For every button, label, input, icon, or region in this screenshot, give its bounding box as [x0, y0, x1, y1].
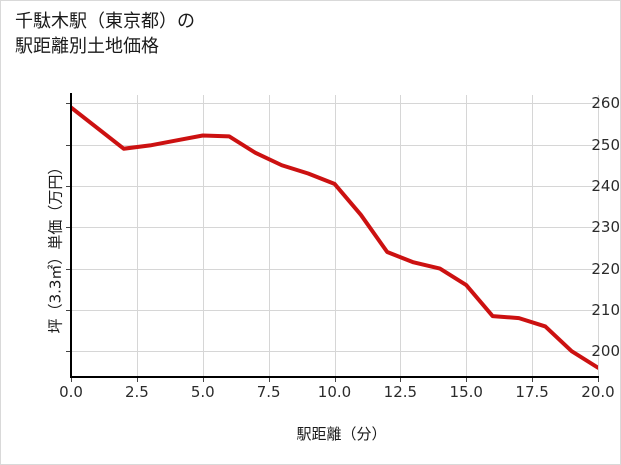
y-tick-mark	[66, 144, 70, 146]
gridline-vertical	[400, 95, 402, 376]
y-axis-spine	[70, 93, 72, 378]
x-tick-label: 17.5	[515, 383, 549, 401]
x-tick-mark	[400, 378, 402, 382]
gridline-vertical	[334, 95, 336, 376]
x-tick-label: 0.0	[59, 383, 83, 401]
x-tick-label: 20.0	[581, 383, 615, 401]
gridline-vertical	[532, 95, 534, 376]
x-tick-mark	[532, 378, 534, 382]
line-series-plot	[71, 105, 598, 370]
y-tick-label: 250	[591, 135, 620, 154]
x-tick-label: 5.0	[190, 383, 215, 401]
y-tick-label: 260	[591, 94, 620, 113]
gridline-vertical	[598, 95, 599, 376]
y-tick-label: 210	[591, 300, 620, 319]
y-axis-label: 坪（3.3㎡）単価（万円）	[46, 159, 65, 334]
y-tick-mark	[66, 185, 70, 187]
y-tick-label: 230	[591, 218, 620, 237]
y-tick-mark	[66, 351, 70, 353]
x-tick-mark	[466, 378, 468, 382]
line-series-path	[71, 105, 598, 370]
x-tick-mark	[598, 378, 599, 382]
gridline-vertical	[202, 95, 204, 376]
x-tick-mark	[268, 378, 270, 382]
x-tick-mark	[136, 378, 138, 382]
x-tick-mark	[334, 378, 336, 382]
x-tick-mark	[71, 378, 72, 382]
gridline-vertical	[268, 95, 270, 376]
gridline-vertical	[466, 95, 468, 376]
x-axis-spine	[70, 376, 599, 378]
x-tick-label: 10.0	[317, 383, 352, 401]
y-tick-label: 220	[591, 259, 620, 278]
x-tick-label: 7.5	[256, 383, 281, 401]
y-tick-mark	[66, 268, 70, 270]
y-tick-label: 200	[591, 342, 620, 361]
x-tick-label: 2.5	[124, 383, 149, 401]
x-tick-label: 12.5	[383, 383, 418, 401]
x-tick-label: 15.0	[449, 383, 483, 401]
y-tick-mark	[66, 227, 70, 229]
x-axis-label: 駅距離（分）	[296, 425, 387, 443]
y-tick-label: 240	[591, 176, 620, 195]
chart-title: 千駄木駅（東京都）の 駅距離別土地価格	[15, 11, 195, 57]
gridline-vertical	[136, 95, 138, 376]
plot-area	[71, 95, 599, 376]
y-tick-mark	[66, 103, 70, 105]
y-tick-mark	[66, 309, 70, 311]
x-tick-mark	[202, 378, 204, 382]
